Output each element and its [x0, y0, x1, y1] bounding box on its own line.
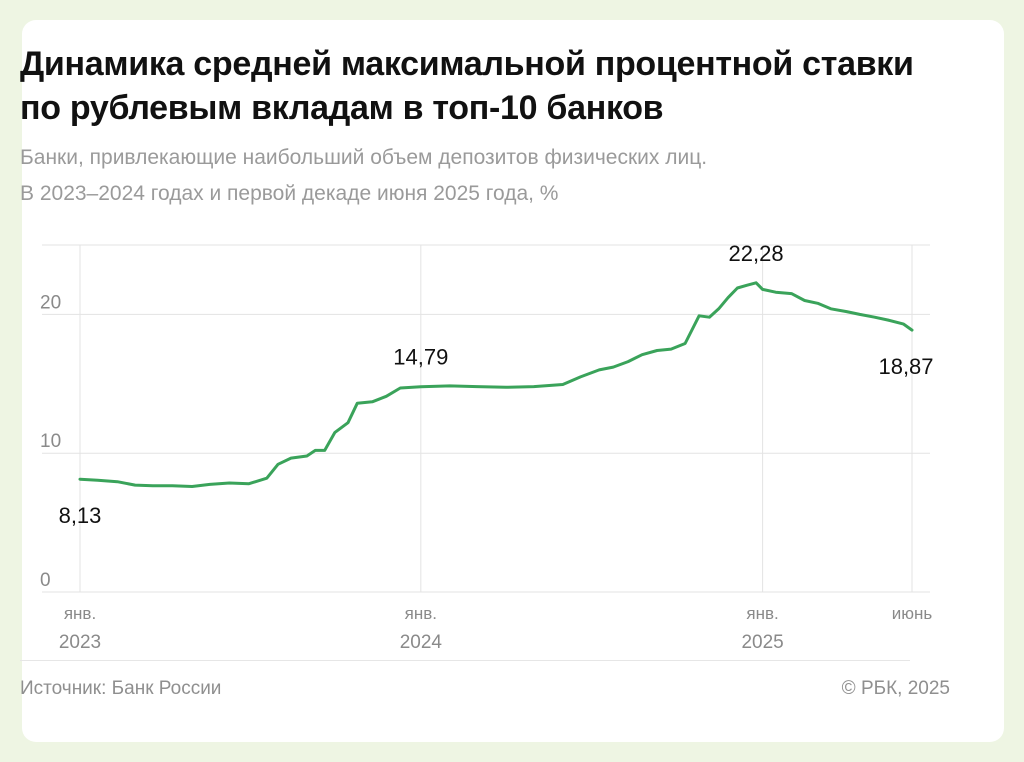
data-label: 18,87: [878, 354, 933, 379]
x-tick-label: янв.: [746, 604, 778, 623]
data-label: 14,79: [393, 345, 448, 370]
series-line: [78, 281, 914, 488]
y-tick-label: 0: [40, 570, 51, 591]
subtitle-line-1: Банки, привлекающие наибольший объем деп…: [20, 146, 708, 169]
y-tick-label: 20: [40, 292, 61, 313]
data-label: 8,13: [59, 503, 102, 528]
y-tick-label: 10: [40, 431, 61, 452]
footer-divider: [20, 660, 910, 661]
source-label: Источник: Банк России: [20, 678, 222, 699]
x-tick-year: 2024: [400, 632, 443, 653]
x-tick-label: июнь: [892, 604, 933, 623]
chart-title: Динамика средней максимальной процентной…: [20, 45, 914, 127]
subtitle-line-2: В 2023–2024 годах и первой декаде июня 2…: [20, 182, 559, 205]
x-tick-label: янв.: [64, 604, 96, 623]
x-tick-year: 2023: [59, 632, 101, 653]
data-label: 22,28: [729, 241, 784, 266]
chart-subtitle: Банки, привлекающие наибольший объем деп…: [20, 140, 920, 212]
x-tick-label: янв.: [405, 604, 437, 623]
copyright-label: © РБК, 2025: [841, 678, 950, 699]
chart-card: [22, 20, 1004, 742]
x-tick-year: 2025: [741, 632, 783, 653]
